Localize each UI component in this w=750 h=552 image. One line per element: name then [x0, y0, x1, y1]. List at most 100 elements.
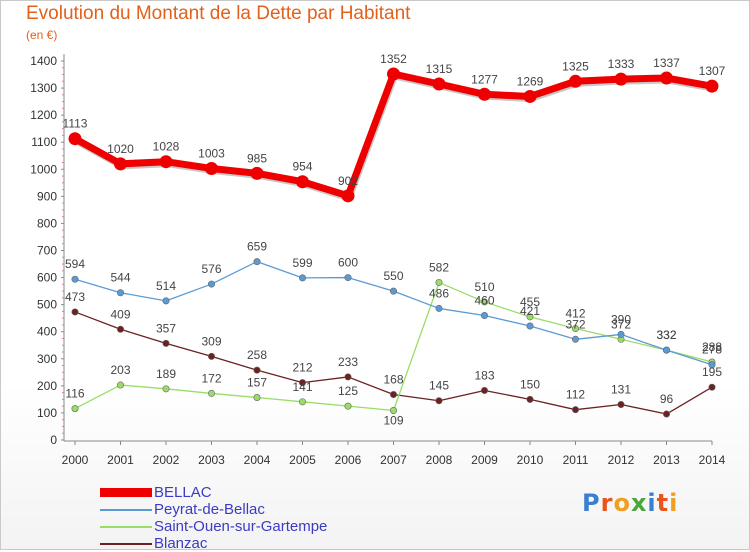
logo-letter: i [647, 489, 657, 517]
data-label: 514 [156, 279, 176, 293]
data-label: 412 [565, 306, 585, 320]
y-tick-label: 1400 [30, 54, 57, 68]
data-label: 599 [292, 256, 312, 270]
data-label: 157 [247, 375, 267, 389]
data-point [71, 405, 79, 413]
data-label: 150 [520, 377, 540, 391]
data-point [708, 383, 716, 391]
x-tick-label: 2001 [107, 453, 134, 467]
legend-swatch-saint-ouen [100, 525, 152, 528]
data-label: 125 [338, 384, 358, 398]
y-tick-label: 1000 [30, 162, 57, 176]
legend-label-peyrat: Peyrat-de-Bellac [154, 501, 265, 518]
y-tick-label: 400 [37, 325, 57, 339]
data-point [250, 166, 264, 180]
data-label: 409 [110, 307, 130, 321]
x-tick-label: 2014 [699, 453, 726, 467]
data-point [435, 304, 443, 312]
data-label: 582 [429, 260, 449, 274]
data-label: 116 [65, 387, 84, 401]
legend-swatch-blanzac [100, 542, 152, 545]
data-label: 1028 [153, 140, 180, 154]
x-tick-label: 2003 [198, 453, 225, 467]
x-tick-label: 2000 [62, 453, 89, 467]
data-point [617, 401, 625, 409]
data-point [71, 308, 79, 316]
data-point [71, 275, 79, 283]
data-point [117, 325, 125, 333]
data-point [344, 402, 352, 410]
data-point [432, 77, 446, 91]
data-label: 544 [110, 271, 130, 285]
data-point [571, 406, 579, 414]
series-line-0 [73, 70, 713, 200]
data-label: 278 [702, 343, 722, 357]
data-label: 372 [611, 317, 631, 331]
data-label: 985 [247, 151, 267, 165]
data-label: 902 [338, 174, 358, 188]
y-tick-label: 1100 [31, 135, 57, 149]
data-point [614, 72, 628, 86]
data-label: 510 [474, 280, 494, 294]
data-point [387, 67, 400, 81]
data-label: 357 [156, 321, 176, 335]
legend-item-bellac: BELLAC [100, 484, 327, 501]
y-tick-label: 1200 [30, 108, 57, 122]
data-point [480, 386, 488, 394]
data-point [208, 280, 216, 288]
data-label: 112 [566, 388, 585, 402]
data-label: 145 [429, 379, 449, 393]
data-point [571, 335, 579, 343]
legend-item-saint-ouen: Saint-Ouen-sur-Gartempe [100, 518, 327, 535]
data-point [162, 385, 170, 393]
data-point [298, 274, 306, 282]
legend-label-saint-ouen: Saint-Ouen-sur-Gartempe [154, 518, 328, 535]
legend-swatch-peyrat [100, 508, 152, 511]
data-point [208, 389, 216, 397]
data-label: 1352 [380, 52, 407, 66]
data-point [571, 324, 579, 332]
data-label: 1333 [608, 57, 635, 71]
data-point [114, 157, 127, 171]
data-point [162, 339, 170, 347]
data-label: 195 [702, 365, 722, 379]
data-point [478, 87, 491, 101]
data-label: 1003 [198, 146, 225, 160]
data-point [526, 322, 534, 330]
data-point [708, 361, 716, 369]
proxiti-logo: Proxiti [582, 489, 678, 517]
x-tick-label: 2010 [517, 453, 544, 467]
y-tick-label: 600 [37, 271, 57, 285]
data-point [435, 397, 443, 405]
data-point [159, 155, 173, 169]
data-label: 594 [65, 257, 85, 271]
data-label: 109 [383, 413, 403, 427]
data-point [480, 298, 488, 306]
data-point [660, 71, 673, 85]
data-label: 455 [520, 295, 540, 309]
data-label: 421 [520, 304, 540, 318]
y-tick-label: 500 [37, 298, 57, 312]
data-label: 172 [201, 371, 221, 385]
x-tick-label: 2008 [426, 453, 453, 467]
legend-swatch-bellac [100, 488, 152, 497]
data-label: 659 [247, 240, 267, 254]
data-point [569, 74, 582, 88]
x-tick-label: 2013 [653, 453, 680, 467]
x-tick-label: 2005 [289, 453, 316, 467]
data-label: 486 [429, 286, 449, 300]
legend-label-blanzac: Blanzac [154, 535, 208, 552]
data-point [117, 289, 125, 297]
y-tick-label: 100 [37, 406, 57, 420]
y-tick-label: 900 [37, 189, 57, 203]
data-point [705, 79, 719, 93]
logo-letter: o [613, 489, 631, 517]
data-label: 390 [611, 312, 631, 326]
data-point [389, 406, 397, 414]
data-label: 168 [383, 373, 403, 387]
data-point [117, 381, 125, 389]
data-label: 203 [110, 363, 130, 377]
data-point [162, 297, 170, 305]
data-label: 183 [474, 368, 494, 382]
data-point [298, 398, 306, 406]
